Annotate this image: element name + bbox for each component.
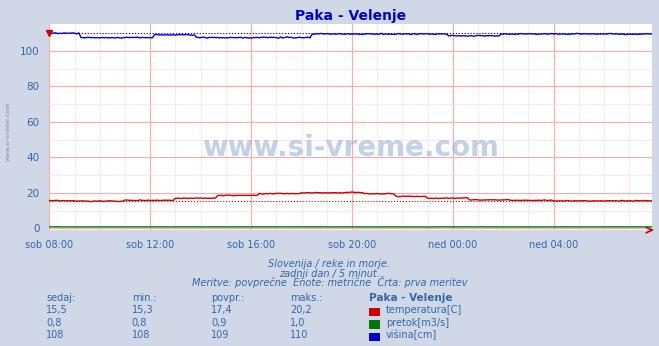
Text: 0,9: 0,9 — [211, 318, 226, 328]
Text: povpr.:: povpr.: — [211, 293, 244, 303]
Text: Meritve: povprečne  Enote: metrične  Črta: prva meritev: Meritve: povprečne Enote: metrične Črta:… — [192, 276, 467, 289]
Text: Paka - Velenje: Paka - Velenje — [369, 293, 453, 303]
Text: min.:: min.: — [132, 293, 157, 303]
Text: www.si-vreme.com: www.si-vreme.com — [5, 102, 11, 161]
Text: 0,8: 0,8 — [46, 318, 61, 328]
Text: 15,5: 15,5 — [46, 306, 68, 316]
Text: 20,2: 20,2 — [290, 306, 312, 316]
Text: 17,4: 17,4 — [211, 306, 233, 316]
Text: 108: 108 — [46, 330, 65, 340]
Text: sedaj:: sedaj: — [46, 293, 75, 303]
Text: 108: 108 — [132, 330, 150, 340]
Text: zadnji dan / 5 minut.: zadnji dan / 5 minut. — [279, 269, 380, 279]
Text: 109: 109 — [211, 330, 229, 340]
Text: višina[cm]: višina[cm] — [386, 330, 438, 340]
Text: 1,0: 1,0 — [290, 318, 305, 328]
Text: 0,8: 0,8 — [132, 318, 147, 328]
Text: 110: 110 — [290, 330, 308, 340]
Text: temperatura[C]: temperatura[C] — [386, 306, 463, 316]
Text: 15,3: 15,3 — [132, 306, 154, 316]
Text: pretok[m3/s]: pretok[m3/s] — [386, 318, 449, 328]
Text: www.si-vreme.com: www.si-vreme.com — [202, 134, 500, 162]
Text: Slovenija / reke in morje.: Slovenija / reke in morje. — [268, 259, 391, 269]
Title: Paka - Velenje: Paka - Velenje — [295, 9, 407, 23]
Text: maks.:: maks.: — [290, 293, 322, 303]
